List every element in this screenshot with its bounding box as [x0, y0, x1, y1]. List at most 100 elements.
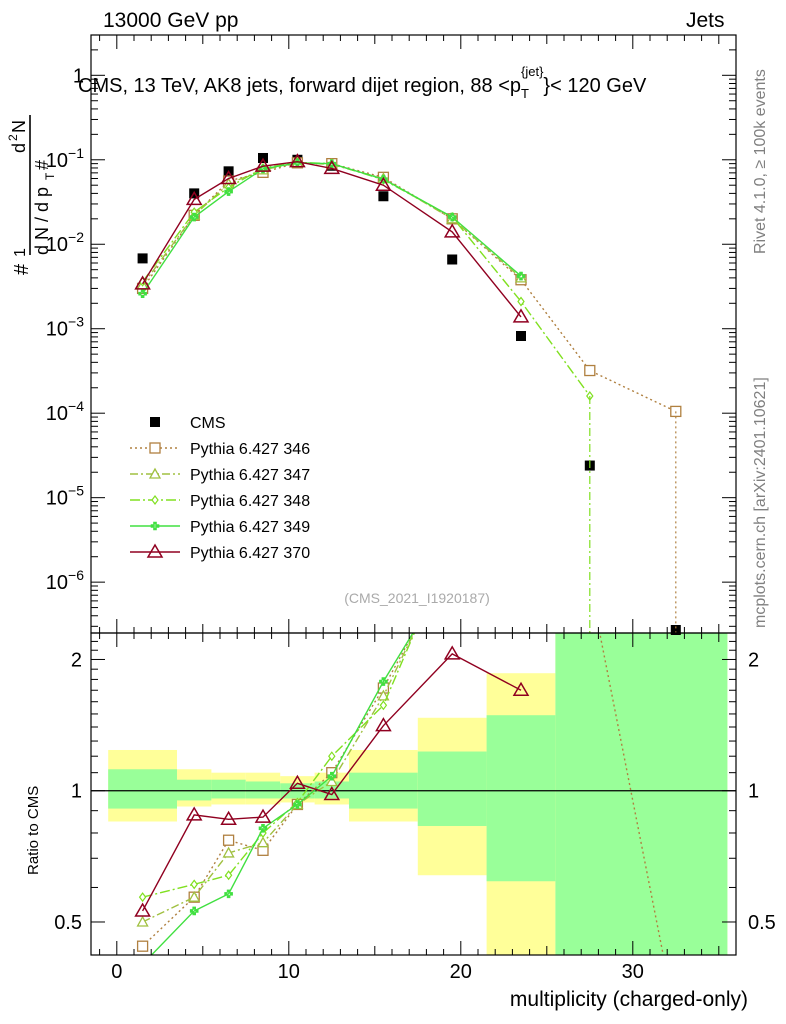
legend-label-5: Pythia 6.427 370 [190, 545, 310, 562]
y-tick-label-5: 10−5 [46, 483, 84, 510]
mcplots-label: mcplots.cern.ch [arXiv:2401.10621] [752, 377, 769, 628]
y-tick-label-4: 10−4 [46, 398, 84, 425]
legend-marker-1 [149, 442, 161, 454]
ratio-y-label-right-2: 2 [748, 649, 759, 671]
main-line-2 [142, 162, 522, 286]
ratio-marker-2-5 [328, 751, 336, 762]
ratio-frame [90, 632, 737, 956]
band-green-8 [486, 715, 556, 882]
ratio-marker-3-5 [327, 771, 337, 781]
svg-text:N: N [9, 120, 29, 133]
ratio-series-layer [91, 633, 736, 955]
ratio-marker-1-2 [222, 846, 235, 858]
ratio-marker-0-2 [222, 834, 235, 846]
y-tick-label-1: 10−1 [46, 145, 84, 172]
main-series-layer [134, 152, 682, 635]
band-green-7 [417, 751, 487, 827]
ratio-marker-4-5 [323, 786, 341, 801]
ratio-y-label-left-0: 0.5 [54, 912, 82, 934]
svg-text:T: T [43, 172, 57, 180]
cms-point-7 [447, 254, 458, 265]
ratio-marker-3-2 [224, 889, 233, 899]
watermark-label: (CMS_2021_I1920187) [344, 590, 490, 606]
legend-label-0: CMS [190, 415, 226, 432]
ratio-uncertainty-bands [108, 633, 728, 955]
cms-point-6 [378, 191, 389, 202]
main-marker-4-1 [189, 212, 199, 222]
ratio-marker-1-6 [377, 689, 390, 701]
main-marker-5-8 [512, 308, 530, 323]
main-title-sub: T [521, 86, 529, 101]
main-y-axis-label: # 1 d N / d p T # d 2 N [6, 115, 57, 275]
main-title: CMS, 13 TeV, AK8 jets, forward dijet reg… [78, 64, 647, 101]
main-title-sup: {jet} [521, 64, 544, 79]
ratio-y-label-left-2: 2 [71, 649, 82, 671]
ratio-marker-2-2 [224, 870, 233, 881]
main-marker-5-3 [254, 157, 272, 172]
ratio-marker-1-5 [325, 775, 338, 787]
band-green-3 [245, 781, 281, 799]
main-marker-5-2 [220, 170, 237, 185]
ratio-marker-1-0 [136, 915, 149, 927]
y-tick-label-3: 10−3 [46, 314, 84, 341]
legend: CMS Pythia 6.427 346 Pythia 6.427 347 Pythi… [130, 415, 310, 562]
main-title-post: }< 120 GeV [543, 75, 647, 97]
ratio-marker-4-7 [443, 645, 461, 660]
ratio-line-4 [141, 653, 522, 912]
x-tick-label-2: 20 [450, 961, 472, 983]
ratio-marker-0-0 [136, 940, 149, 952]
ratio-marker-3-6 [379, 677, 388, 686]
ratio-marker-2-6 [379, 700, 388, 711]
x-tick-label-0: 0 [111, 961, 122, 983]
ratio-y-axis-label: Ratio to CMS [25, 786, 42, 875]
svg-text:#: # [11, 263, 33, 275]
ratio-marker-3-3 [258, 824, 268, 833]
band-green-5 [314, 781, 349, 799]
main-marker-3-8 [517, 296, 525, 307]
main-marker-5-1 [185, 190, 203, 206]
main-title-pre: CMS, 13 TeV, AK8 jets, forward dijet reg… [78, 75, 521, 97]
y-tick-label-6: 10−6 [46, 567, 84, 594]
main-marker-4-2 [224, 187, 233, 196]
legend-marker-0 [150, 417, 160, 427]
ratio-marker-4-3 [254, 808, 272, 823]
main-marker-4-8 [516, 271, 526, 281]
legend-marker-3 [151, 495, 159, 505]
main-marker-4-0 [138, 289, 147, 298]
ratio-line-1 [142, 633, 415, 923]
main-marker-5-6 [375, 176, 392, 191]
main-line-5 [142, 160, 522, 318]
ratio-marker-2-1 [190, 879, 198, 890]
axes-layer: 0 10 20 30 1 10−1 10−2 10−3 10−4 10−5 10−6 0.5 0.5 1 1… [46, 34, 776, 983]
legend-marker-4 [150, 521, 160, 531]
main-marker-5-0 [134, 275, 151, 290]
legend-label-3: Pythia 6.427 348 [190, 493, 310, 510]
svg-text:#: # [32, 160, 52, 170]
band-green-0 [108, 769, 177, 809]
main-marker-5-4 [289, 153, 306, 168]
main-marker-5-5 [323, 159, 341, 175]
svg-text:1: 1 [12, 248, 29, 257]
ratio-marker-4-8 [512, 681, 530, 696]
ratio-y-label-right-1: 1 [748, 781, 759, 803]
legend-marker-2 [148, 467, 162, 479]
ratio-marker-4-6 [375, 717, 392, 732]
rivet-version-label: Rivet 4.1.0, ≥ 100k events [752, 69, 769, 254]
x-tick-label-3: 30 [622, 961, 644, 983]
main-marker-1-9 [584, 364, 596, 377]
x-tick-label-1: 10 [278, 961, 300, 983]
ratio-y-label-right-0: 0.5 [748, 912, 776, 934]
ratio-marker-4-2 [220, 810, 237, 826]
x-axis-label: multiplicity (charged-only) [510, 988, 748, 1011]
svg-text:2: 2 [6, 134, 20, 141]
cms-point-0 [137, 253, 148, 264]
ratio-marker-1-1 [188, 890, 201, 902]
main-marker-4-7 [447, 212, 457, 222]
ratio-marker-4-1 [185, 806, 203, 821]
ratio-marker-1-3 [256, 836, 270, 848]
main-line-4 [142, 162, 522, 295]
legend-marker-5 [146, 543, 164, 558]
cms-point-8 [516, 331, 526, 342]
ratio-marker-4-4 [289, 774, 306, 790]
